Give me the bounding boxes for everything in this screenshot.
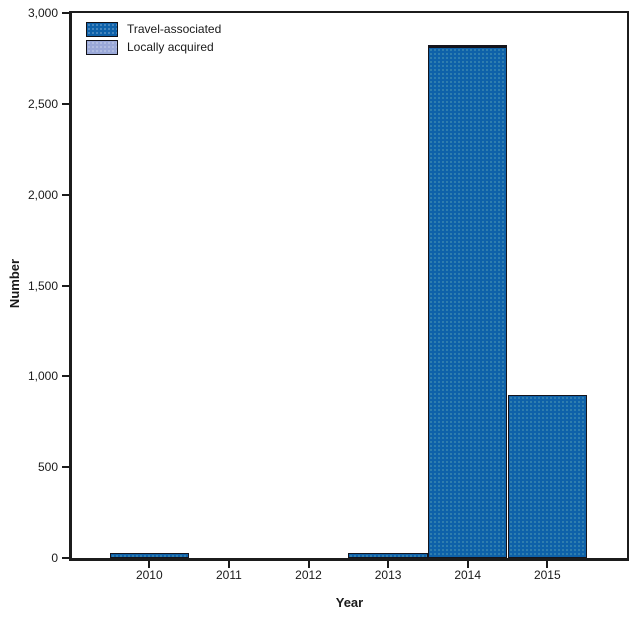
- y-tick-label: 0: [51, 551, 58, 565]
- bar-segment: [507, 395, 588, 558]
- y-tick-label: 3,000: [27, 6, 58, 20]
- x-tick-label: 2013: [374, 568, 402, 582]
- plot-area: [72, 13, 627, 558]
- x-tick: [387, 561, 390, 568]
- x-tick-label: 2011: [215, 568, 242, 582]
- legend-swatch-travel-associated: [86, 21, 118, 37]
- bar-segment: [427, 45, 508, 48]
- bar-segment: [109, 553, 190, 558]
- y-tick-label: 2,000: [27, 187, 58, 202]
- x-tick: [307, 561, 310, 568]
- x-tick-label: 2012: [295, 568, 322, 582]
- x-tick-label: 2010: [135, 568, 163, 582]
- y-tick: [62, 284, 69, 287]
- x-tick: [227, 561, 230, 568]
- y-tick: [62, 102, 69, 105]
- x-tick: [466, 561, 469, 568]
- x-axis-title: Year: [335, 595, 364, 610]
- legend-item-locally-acquired: Locally acquired: [86, 39, 221, 55]
- legend-item-travel-associated: Travel-associated: [86, 21, 221, 37]
- y-tick: [62, 193, 69, 196]
- x-tick: [546, 561, 549, 568]
- bar-segment: [427, 47, 508, 558]
- y-tick-label: 1,000: [27, 369, 58, 384]
- y-tick: [62, 466, 69, 469]
- x-tick-label: 2015: [533, 568, 561, 582]
- y-tick-label: 2,500: [27, 96, 58, 111]
- y-tick: [62, 557, 69, 559]
- legend-swatch-locally-acquired: [86, 39, 118, 55]
- legend-label-travel-associated: Travel-associated: [127, 22, 222, 36]
- bar-segment: [348, 553, 428, 558]
- legend: Travel-associated Locally acquired: [86, 21, 221, 57]
- y-tick-label: 1,500: [27, 278, 58, 293]
- x-tick-label: 2014: [454, 568, 482, 582]
- legend-label-locally-acquired: Locally acquired: [127, 40, 214, 54]
- x-tick: [148, 561, 151, 568]
- y-tick: [62, 12, 69, 14]
- y-axis-title-text: Number: [7, 258, 23, 308]
- y-tick: [62, 375, 69, 378]
- y-tick-label: 500: [37, 460, 58, 475]
